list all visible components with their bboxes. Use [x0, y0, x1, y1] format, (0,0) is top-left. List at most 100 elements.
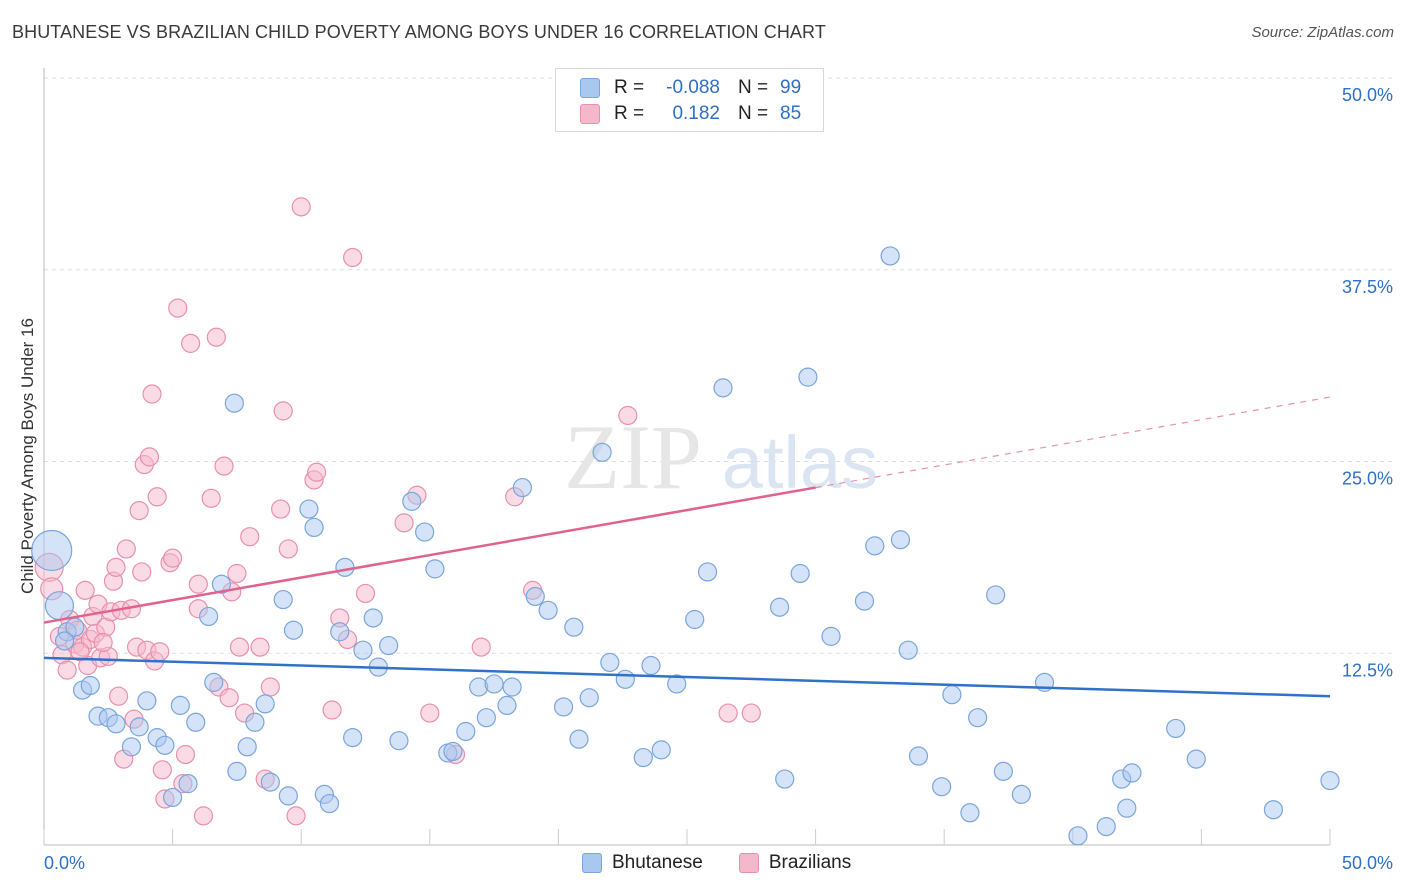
bhutanese-point [353, 640, 373, 660]
bhutanese-point [775, 769, 795, 789]
bhutanese-point [798, 367, 818, 387]
bhutanese-point [512, 477, 532, 498]
bhutanese-point [854, 591, 875, 611]
brazilian-point [618, 405, 638, 426]
brazilian-point [132, 562, 152, 582]
brazilian-point [116, 539, 136, 559]
legend-r-label: R = [614, 77, 645, 98]
brazilian-point [271, 499, 291, 519]
bhutanese-point [898, 640, 918, 660]
brazilian-point [93, 632, 113, 653]
bhutanese-point [299, 499, 319, 519]
bhutanese-point [415, 522, 435, 542]
bhutanese-point [204, 672, 224, 692]
bhutanese-point [1263, 800, 1284, 820]
brazilian-trend-extension [815, 396, 1331, 489]
brazilian-point [206, 327, 226, 347]
brazilian-point [322, 700, 342, 720]
brazilian-point [152, 760, 172, 780]
bhutanese-point [1166, 718, 1186, 739]
brazilian-point [175, 744, 196, 765]
legend-r-value: 0.182 [672, 103, 720, 124]
bhutanese-point [960, 803, 980, 823]
bhutanese-point [564, 617, 584, 637]
bhutanese-point [80, 675, 100, 696]
bhutanese-point [484, 674, 504, 694]
brazilian-point [129, 500, 149, 521]
brazilian-point [240, 527, 260, 547]
bhutanese-point [469, 677, 489, 697]
watermark: ZIP atlas [564, 406, 878, 508]
correlation-legend: R = -0.088 N = 99 R = 0.182 N = 85 [555, 68, 824, 132]
legend-n-label: N = [738, 77, 769, 98]
brazilian-point [394, 513, 414, 533]
y-tick-label: 37.5% [1342, 277, 1393, 297]
series-swatch-pink [738, 853, 759, 873]
bhutanese-point [880, 246, 900, 266]
legend-row-brazilians: R = 0.182 N = 85 [580, 101, 801, 127]
brazilian-point [108, 686, 129, 706]
bhutanese-point [211, 574, 232, 594]
bhutanese-point [178, 774, 198, 794]
brazilian-point [219, 688, 239, 708]
bhutanese-point [1117, 798, 1137, 818]
bhutanese-point [227, 761, 247, 781]
bhutanese-point [304, 517, 324, 538]
bhutanese-point [443, 741, 463, 762]
series-swatch-blue [582, 853, 602, 873]
bhutanese-point [1122, 763, 1142, 783]
brazilian-point [278, 539, 298, 559]
brazilian-point [201, 488, 221, 508]
bhutanese-point [502, 677, 522, 697]
bhutanese-point [255, 694, 275, 714]
bhutanese-point [1320, 770, 1340, 791]
bhutanese-point [579, 688, 599, 708]
bhutanese-point [245, 712, 265, 732]
bhutanese-point [44, 591, 75, 621]
series-legend: Bhutanese Brazilians [582, 852, 887, 874]
brazilian-point [168, 298, 188, 318]
brazilian-point [70, 642, 90, 662]
bhutanese-point [651, 740, 671, 760]
brazilian-point [193, 806, 214, 826]
source-label: Source: ZipAtlas.com [1251, 24, 1394, 41]
legend-n-value: 85 [780, 103, 802, 124]
bhutanese-point [54, 631, 75, 651]
brazilian-point [355, 583, 376, 604]
bhutanese-point [456, 721, 476, 742]
brazilian-point [142, 384, 162, 404]
brazilian-point [250, 637, 270, 657]
brazilian-point [741, 703, 761, 723]
brazilian-point [227, 563, 247, 584]
bhutanese-point [121, 737, 142, 757]
y-tick-label: 25.0% [1342, 469, 1393, 489]
bhutanese-point [170, 695, 190, 716]
bhutanese-point [31, 529, 73, 572]
bhutanese-point [769, 597, 790, 617]
bhutanese-point [497, 695, 517, 716]
brazilian-point [150, 642, 170, 662]
bhutanese-point [932, 777, 952, 797]
bhutanese-point [790, 563, 810, 584]
brazilian-point [57, 660, 77, 680]
brazilian-point [273, 401, 293, 421]
bhutanese-point [968, 708, 988, 728]
bhutanese-point [908, 746, 929, 766]
legend-r-label: R = [614, 103, 645, 124]
bhutanese-point [389, 731, 409, 751]
bhutanese-point [986, 585, 1006, 605]
bhutanese-point [1096, 816, 1116, 837]
gridlines [44, 77, 1393, 654]
bhutanese-point [525, 586, 545, 607]
bhutanese-point [260, 772, 280, 792]
legend-r-value: -0.088 [666, 77, 720, 98]
tick-labels: 12.5% 25.0% 37.5% 50.0% 0.0% 50.0% [44, 85, 1393, 873]
bhutanese-point [1186, 749, 1206, 769]
brazilian-point [139, 447, 160, 467]
bhutanese-point [283, 620, 304, 640]
bhutanese-point [402, 491, 422, 511]
brazilian-point [286, 806, 306, 826]
brazilian-point [343, 247, 363, 268]
bhutanese-point [319, 793, 340, 814]
bhutanese-point [538, 600, 558, 620]
